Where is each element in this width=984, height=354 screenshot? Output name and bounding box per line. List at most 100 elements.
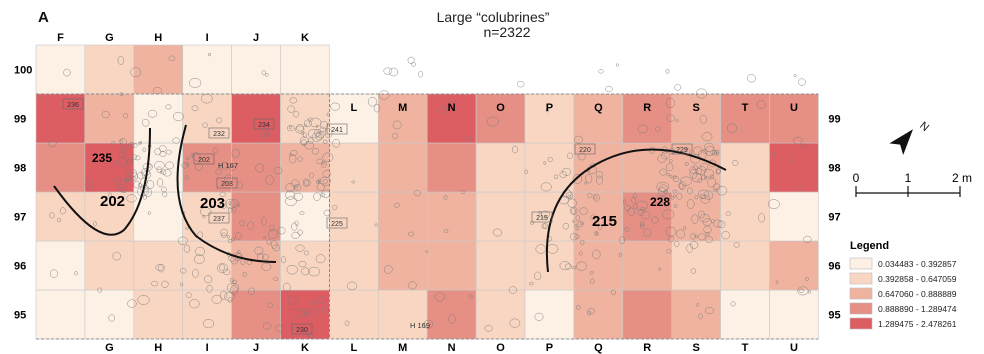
tag-label: 234: [258, 122, 270, 129]
structure-label: 228: [650, 195, 670, 209]
stone-outline: [578, 251, 583, 256]
grid-cell: [231, 44, 281, 95]
stone-outline: [242, 271, 247, 277]
stone-outline: [592, 249, 601, 260]
stone-outline: [686, 243, 693, 253]
stone-outline: [128, 158, 134, 163]
stone-outline: [188, 78, 202, 88]
grid-cell: [133, 240, 184, 291]
stone-outline: [704, 146, 716, 156]
stone-outline: [128, 142, 135, 148]
stone-outline: [562, 222, 570, 230]
stone-outline: [698, 189, 710, 199]
stone-outline: [304, 328, 310, 336]
stone-outline: [772, 152, 776, 156]
grid-cell: [280, 93, 330, 144]
legend-swatch: [849, 287, 873, 300]
stone-outline: [686, 199, 695, 209]
legend-swatch: [849, 317, 873, 330]
stone-outline: [541, 223, 547, 230]
column-label-bottom: I: [206, 342, 209, 354]
stone-outline: [378, 90, 390, 100]
grid-cell: [426, 240, 477, 291]
stone-outline: [383, 264, 393, 274]
grid-cell: [84, 191, 135, 242]
stone-outline: [654, 196, 661, 204]
grid-cell: [622, 289, 672, 340]
stone-outline: [684, 161, 689, 166]
grid-cell: [475, 240, 526, 291]
stone-outline: [683, 226, 687, 230]
grid-cell: [84, 289, 135, 340]
grid-cell: [671, 289, 721, 340]
tag-box: [216, 177, 238, 189]
stone-outline: [230, 285, 239, 296]
stone-outline: [695, 88, 708, 99]
tag-label: 241: [331, 127, 343, 134]
column-label-upper: U: [790, 102, 798, 114]
stone-outline: [117, 55, 125, 65]
stone-outline: [267, 302, 273, 309]
stone-outline: [434, 292, 445, 302]
stone-outline: [231, 148, 240, 158]
stone-outline: [60, 207, 66, 215]
grid-cell: [524, 240, 575, 291]
stone-outline: [216, 117, 223, 124]
tag-box: [62, 98, 84, 110]
grid-cell: [475, 191, 526, 242]
grid-cell: [133, 191, 184, 242]
stone-outline: [590, 214, 597, 220]
stone-outline: [159, 170, 163, 174]
stone-outline: [264, 73, 269, 77]
grid-cell: [329, 142, 379, 193]
grid-cell: [524, 142, 575, 193]
grid-cell: [329, 191, 379, 242]
row-label-right: 99: [828, 114, 840, 126]
grid-cell: [720, 142, 770, 193]
stone-outline: [261, 70, 266, 76]
panel-label: A: [38, 9, 49, 26]
stone-outline: [291, 222, 298, 231]
stone-outline: [576, 261, 587, 271]
stone-outline: [219, 263, 225, 271]
stone-outline: [225, 198, 236, 209]
grid-cell: [377, 240, 428, 291]
stone-outline: [767, 199, 780, 209]
stone-outline: [277, 226, 286, 235]
grid-cell: [280, 191, 330, 242]
tag-box: [193, 153, 215, 165]
stone-outline: [229, 277, 235, 283]
column-label-bottom: G: [105, 342, 114, 354]
stone-outline: [122, 147, 128, 153]
stone-outline: [564, 263, 572, 270]
stone-outline: [347, 281, 358, 291]
stone-outline: [286, 264, 298, 275]
stone-outline: [322, 179, 328, 184]
stone-outline: [699, 193, 706, 200]
grid-cell: [133, 44, 184, 95]
stone-outline: [137, 186, 149, 197]
stone-outline: [285, 196, 297, 206]
stone-outline: [143, 194, 147, 200]
stone-outline: [200, 207, 212, 217]
stone-outline: [235, 232, 242, 240]
column-label-bottom: S: [692, 342, 699, 354]
stone-outline: [293, 111, 300, 118]
column-label-upper: T: [742, 102, 749, 114]
stone-outline: [120, 187, 128, 194]
stone-outline: [161, 169, 167, 176]
stone-outline: [226, 282, 240, 293]
stone-outline: [299, 136, 309, 146]
grid-cell: [84, 93, 135, 144]
stone-outline: [727, 123, 738, 133]
legend-item-label: 0.392858 - 0.647059: [878, 274, 957, 284]
stone-outline: [299, 308, 309, 317]
stone-outline: [185, 292, 192, 299]
stone-outline: [273, 166, 283, 175]
stone-outline: [700, 162, 708, 171]
stone-outline: [595, 231, 599, 237]
scale-tick-0: 0: [853, 171, 860, 185]
stone-outline: [658, 184, 668, 193]
stone-outline: [266, 239, 272, 245]
stone-outline: [747, 74, 756, 83]
